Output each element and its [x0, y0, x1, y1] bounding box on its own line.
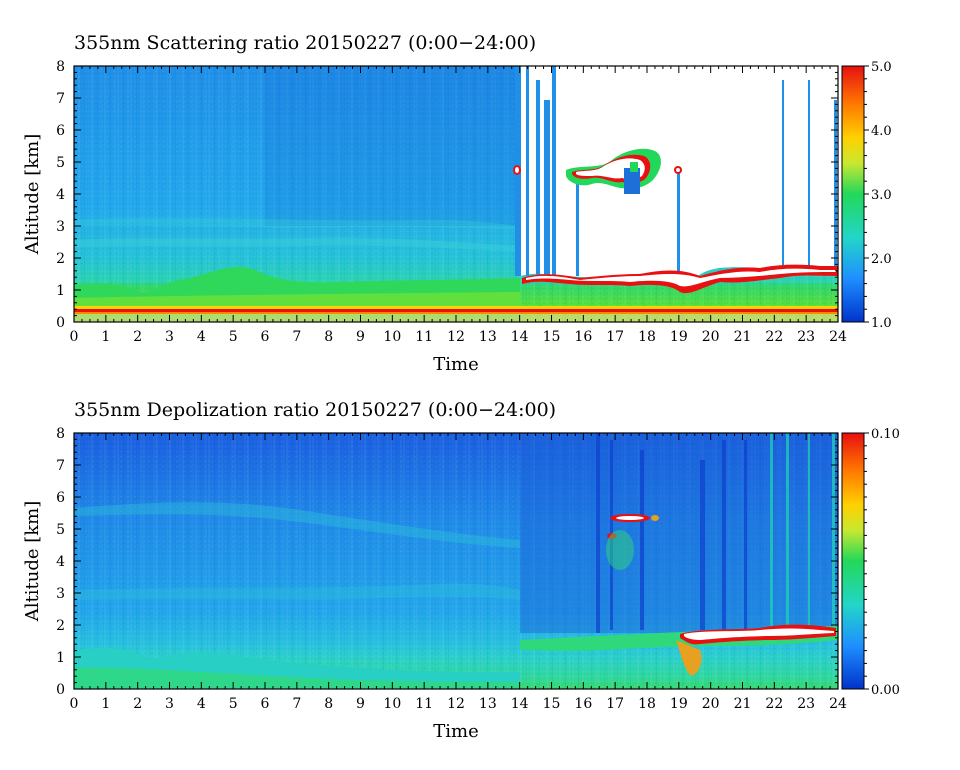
- scattering-xtick-label: 18: [638, 329, 656, 345]
- scattering-xtick-label: 7: [292, 329, 301, 345]
- depolarization-xtick-label: 6: [261, 696, 270, 712]
- scattering-colorbar-tick-label: 3.0: [871, 188, 892, 203]
- depolarization-xtick-label: 4: [197, 696, 206, 712]
- depolarization-xtick-label: 2: [133, 696, 142, 712]
- depolarization-xtick-label: 14: [511, 696, 529, 712]
- scattering-xtick-label: 22: [765, 329, 783, 345]
- scattering-colorbar-tick-label: 5.0: [871, 60, 892, 75]
- depolarization-xtick-label: 21: [734, 696, 752, 712]
- scattering-colorbar-tick-label: 4.0: [871, 124, 892, 139]
- depolarization-colorbar-tick-label: 0.00: [871, 683, 900, 698]
- depolarization-xtick-label: 5: [229, 696, 238, 712]
- depolarization-y-axis: 0 1 2 3 4 5 6 7 8: [56, 426, 838, 698]
- depolarization-xtick-label: 3: [165, 696, 174, 712]
- depolarization-ratio-panel: 355nm Depolization ratio 20150227 (0:00−…: [22, 399, 900, 742]
- depol-mid-cloud: [606, 514, 659, 570]
- depolarization-ytick-label: 7: [56, 458, 65, 474]
- depolarization-xtick-label: 9: [356, 696, 365, 712]
- scattering-ytick-label: 5: [56, 155, 65, 171]
- depolarization-ytick-label: 8: [56, 426, 65, 442]
- scattering-ratio-panel: 355nm Scattering ratio 20150227 (0:00−24…: [22, 32, 892, 375]
- scattering-xtick-label: 13: [479, 329, 497, 345]
- depolarization-xtick-label: 1: [101, 696, 110, 712]
- scattering-xtick-label: 3: [165, 329, 174, 345]
- scattering-colorbar-tick-label: 1.0: [871, 316, 892, 331]
- depolarization-xtick-label: 13: [479, 696, 497, 712]
- scattering-xtick-label: 6: [261, 329, 270, 345]
- depolarization-xtick-label: 12: [447, 696, 465, 712]
- scattering-xtick-label: 17: [606, 329, 624, 345]
- scattering-ytick-label: 3: [56, 219, 65, 235]
- depolarization-xtick-label: 23: [797, 696, 815, 712]
- scattering-ytick-label: 2: [56, 251, 65, 267]
- depolarization-ratio-title: 355nm Depolization ratio 20150227 (0:00−…: [74, 399, 556, 421]
- scattering-xtick-label: 14: [511, 329, 529, 345]
- scattering-xtick-label: 10: [383, 329, 401, 345]
- scattering-xtick-label: 16: [574, 329, 592, 345]
- depolarization-ytick-label: 6: [56, 490, 65, 506]
- depolarization-xtick-label: 19: [670, 696, 688, 712]
- depolarization-colorbar-tick-label: 0.10: [871, 427, 900, 442]
- depolarization-ytick-label: 5: [56, 522, 65, 538]
- scattering-ytick-label: 6: [56, 123, 65, 139]
- scattering-ytick-label: 8: [56, 59, 65, 75]
- scattering-ytick-label: 7: [56, 91, 65, 107]
- depolarization-xtick-label: 16: [574, 696, 592, 712]
- scattering-colorbar-tick-label: 2.0: [871, 252, 892, 267]
- depolarization-xtick-label: 0: [70, 696, 79, 712]
- depolarization-xtick-label: 17: [606, 696, 624, 712]
- scattering-xtick-label: 8: [324, 329, 333, 345]
- scattering-xtick-label: 24: [829, 329, 847, 345]
- depolarization-y-label: Altitude [km]: [22, 501, 43, 623]
- scattering-ytick-label: 1: [56, 283, 65, 299]
- depolarization-ytick-label: 4: [56, 554, 65, 570]
- scattering-ratio-heatmap: [74, 66, 838, 322]
- scattering-xtick-label: 11: [415, 329, 433, 345]
- depolarization-xtick-label: 7: [292, 696, 301, 712]
- scattering-y-axis: 0 1 2 3 4 5 6 7 8: [56, 59, 838, 331]
- depolarization-ytick-label: 2: [56, 618, 65, 634]
- scattering-xtick-label: 5: [229, 329, 238, 345]
- mid-level-cloud: [513, 148, 682, 194]
- depolarization-ytick-label: 1: [56, 650, 65, 666]
- depolarization-xtick-label: 20: [702, 696, 720, 712]
- depolarization-xtick-label: 18: [638, 696, 656, 712]
- depolarization-ytick-label: 3: [56, 586, 65, 602]
- depolarization-colorbar: 0.00 0.10: [841, 427, 900, 698]
- scattering-xtick-label: 23: [797, 329, 815, 345]
- scattering-xtick-label: 0: [70, 329, 79, 345]
- depolarization-xtick-label: 10: [383, 696, 401, 712]
- scattering-xtick-label: 20: [702, 329, 720, 345]
- scattering-xtick-label: 12: [447, 329, 465, 345]
- depolarization-xtick-label: 15: [543, 696, 561, 712]
- depolarization-x-axis: 0 1 2 3 4 5 6 7 8 9 10 11 12 13 14 15 16 17 18 19 20 21 22 23 24: [70, 433, 847, 712]
- depolarization-x-label: Time: [433, 721, 478, 742]
- depolarization-ratio-heatmap: [74, 433, 838, 689]
- scattering-xtick-label: 1: [101, 329, 110, 345]
- depolarization-xtick-label: 24: [829, 696, 847, 712]
- scattering-ytick-label: 4: [56, 187, 65, 203]
- depolarization-xtick-label: 22: [765, 696, 783, 712]
- scattering-xtick-label: 15: [543, 329, 561, 345]
- scattering-xtick-label: 4: [197, 329, 206, 345]
- scattering-colorbar: 1.0 2.0 3.0 4.0 5.0: [841, 60, 892, 331]
- depolarization-ytick-label: 0: [56, 682, 65, 698]
- scattering-y-label: Altitude [km]: [22, 134, 43, 256]
- depolarization-xtick-label: 11: [415, 696, 433, 712]
- scattering-xtick-label: 19: [670, 329, 688, 345]
- scattering-ratio-title: 355nm Scattering ratio 20150227 (0:00−24…: [74, 32, 536, 54]
- scattering-xtick-label: 9: [356, 329, 365, 345]
- depolarization-xtick-label: 8: [324, 696, 333, 712]
- scattering-x-label: Time: [433, 354, 478, 375]
- scattering-xtick-label: 2: [133, 329, 142, 345]
- scattering-xtick-label: 21: [734, 329, 752, 345]
- scattering-x-axis: 0 1 2 3 4 5 6 7 8 9 10 11 12 13 14 15 16 17 18 19 20 21 22 23 24: [70, 66, 847, 345]
- scattering-ytick-label: 0: [56, 315, 65, 331]
- low-cloud-layer: [522, 264, 838, 294]
